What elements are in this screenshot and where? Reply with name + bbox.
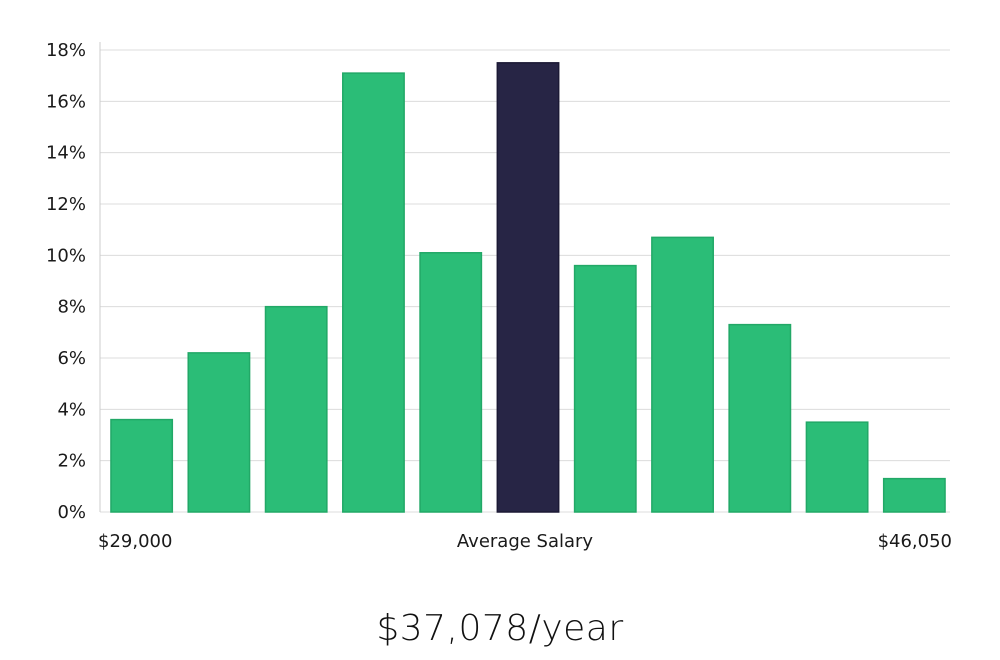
bar-8 xyxy=(728,323,792,513)
y-tick-label-4: 4% xyxy=(57,399,86,420)
bar-10 xyxy=(882,477,946,513)
bar-average-salary xyxy=(496,62,560,513)
bar-1 xyxy=(187,352,251,513)
bar-9 xyxy=(805,421,869,513)
bar-7 xyxy=(651,236,714,513)
y-tick-label-2: 2% xyxy=(57,451,86,472)
y-tick-label-6: 6% xyxy=(57,348,86,369)
bar-6 xyxy=(573,264,637,513)
bar-3 xyxy=(342,72,405,513)
salary-distribution-chart: 0% 2% 4% 6% 8% 10% 12% 14% 16% 18% $29,000 Averag… xyxy=(46,40,952,552)
x-axis-title: Average Salary xyxy=(457,531,594,552)
y-tick-label-18: 18% xyxy=(46,40,86,61)
bar-2 xyxy=(264,305,328,513)
y-tick-label-16: 16% xyxy=(46,91,86,112)
y-tick-label-0: 0% xyxy=(57,502,86,523)
y-tick-label-10: 10% xyxy=(46,245,86,266)
y-tick-label-14: 14% xyxy=(46,143,86,164)
x-end-label: $46,050 xyxy=(878,531,952,552)
x-start-label: $29,000 xyxy=(98,531,172,552)
y-axis-ticks: 0% 2% 4% 6% 8% 10% 12% 14% 16% 18% xyxy=(46,40,86,523)
bar-4 xyxy=(419,252,483,513)
bars xyxy=(110,62,946,513)
y-tick-label-8: 8% xyxy=(57,297,86,318)
bar-0 xyxy=(110,418,174,513)
y-tick-label-12: 12% xyxy=(46,194,86,215)
average-salary-value: $37,078/year xyxy=(376,608,624,649)
